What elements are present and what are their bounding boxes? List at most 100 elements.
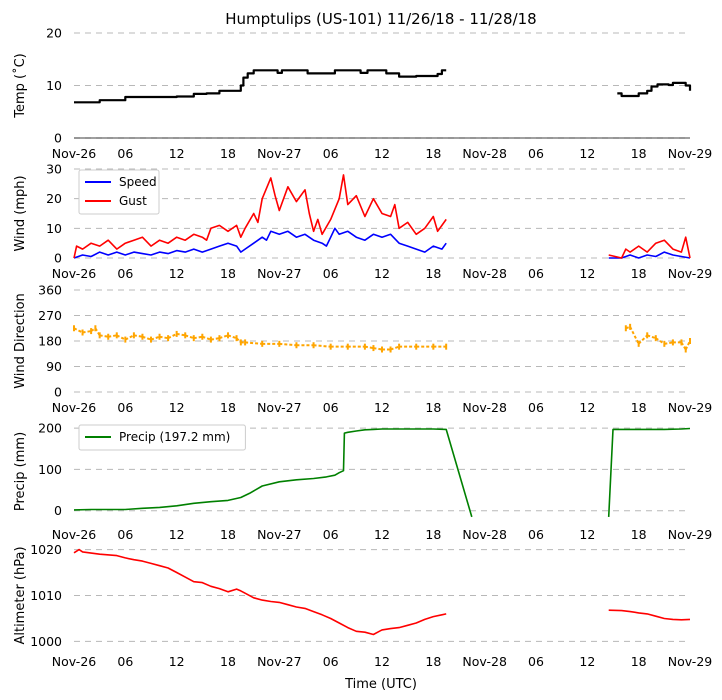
temp-x-tick-label: 12 [374, 146, 390, 161]
temp-x-tick-label: 18 [631, 146, 647, 161]
altimeter-x-tick-label: 06 [323, 654, 339, 669]
wind-y-tick-label: 20 [46, 191, 62, 206]
wdir-point-run [193, 335, 203, 340]
wdir-x-tick-label: 12 [169, 400, 185, 415]
wind-x-tick-label: 12 [374, 266, 390, 281]
wdir-point-run [124, 334, 135, 341]
precip-y-axis-label: Precip (mm) [13, 432, 28, 511]
altimeter-y-tick-label: 1020 [30, 542, 62, 557]
altimeter-x-tick-label: 12 [169, 654, 185, 669]
wdir-point-run [176, 332, 186, 337]
wdir-x-tick-label: 06 [117, 400, 133, 415]
temp-x-tick-label: 18 [220, 146, 236, 161]
wdir-point-run [390, 345, 400, 351]
wdir-point-run [90, 327, 96, 332]
wdir-y-tick-label: 90 [46, 359, 62, 374]
precip-legend-label: Precip (197.2 mm) [119, 430, 230, 444]
panel-wind: 0 10 20 30 Wind (mph) Nov-26 06 12 18 Nov-27 06 12 1… [13, 162, 712, 282]
altimeter-x-tick-label: Nov-26 [52, 654, 97, 669]
precip-series-precip-197-2-mm--line [73, 428, 473, 518]
wind-y-tick-label: 10 [46, 221, 62, 236]
precip-x-tick-label: Nov-28 [462, 527, 507, 542]
precip-series-precip-197-2-mm--line [607, 427, 691, 517]
altimeter-x-tick-label: Nov-27 [257, 654, 301, 669]
temp-y-tick-label: 0 [54, 131, 62, 146]
temp-x-tick-label: 06 [323, 146, 339, 161]
temp-x-tick-label: Nov-26 [52, 146, 97, 161]
wind-series-gust-line [73, 174, 447, 259]
wind-x-tick-label: 18 [220, 266, 236, 281]
precip-x-tick-label: 12 [169, 527, 185, 542]
wdir-x-tick-label: 18 [425, 400, 441, 415]
wind-y-axis-label: Wind (mph) [13, 175, 28, 251]
wdir-point-run [99, 334, 109, 338]
altimeter-x-tick-label: Nov-29 [668, 654, 713, 669]
wdir-point-run [159, 335, 169, 340]
wind-x-tick-label: 12 [579, 266, 595, 281]
wdir-point-run [625, 325, 631, 330]
precip-legend: Precip (197.2 mm) [78, 424, 246, 451]
wdir-point-run [210, 337, 220, 341]
precip-x-tick-label: Nov-29 [668, 527, 713, 542]
wdir-x-tick-label: Nov-26 [52, 400, 97, 415]
wind-x-tick-label: 06 [528, 266, 544, 281]
wdir-point-run [655, 337, 665, 345]
wdir-y-tick-label: 0 [54, 385, 62, 400]
temp-x-tick-label: 18 [425, 146, 441, 161]
wdir-point-run [664, 341, 674, 345]
altimeter-x-tick-label: 12 [374, 654, 390, 669]
precip-x-tick-label: 18 [220, 527, 236, 542]
wdir-point-run [313, 344, 331, 348]
precip-x-tick-label: Nov-26 [52, 527, 97, 542]
altimeter-x-tick-label: 18 [220, 654, 236, 669]
wind-x-tick-label: Nov-26 [52, 266, 97, 281]
wdir-y-tick-label: 360 [38, 283, 62, 298]
wdir-point-run [184, 334, 195, 340]
wdir-point-run [637, 334, 648, 345]
altimeter-y-axis-label: Altimeter (hPa) [13, 546, 28, 644]
panel-temp: 0 10 20 Temp (˚C) Nov-26 06 12 18 Nov-27 06 12 18 No… [12, 26, 712, 162]
precip-x-tick-label: 18 [631, 527, 647, 542]
wind-x-tick-label: 06 [323, 266, 339, 281]
temp-x-tick-label: Nov-27 [257, 146, 301, 161]
wdir-y-tick-label: 180 [38, 334, 62, 349]
temp-x-tick-label: 12 [169, 146, 185, 161]
wdir-x-tick-label: 06 [528, 400, 544, 415]
altimeter-x-tick-label: 06 [528, 654, 544, 669]
wdir-y-axis-label: Wind Direction [13, 293, 28, 389]
precip-y-tick-label: 0 [54, 503, 62, 518]
wdir-x-tick-label: 18 [631, 400, 647, 415]
wdir-point-run [133, 334, 143, 338]
altimeter-y-tick-label: 1010 [30, 588, 62, 603]
wdir-x-tick-label: Nov-27 [257, 400, 301, 415]
precip-y-tick-label: 100 [38, 462, 62, 477]
wind-x-tick-label: Nov-28 [462, 266, 507, 281]
wdir-point-run [219, 334, 229, 340]
temp-x-tick-label: Nov-29 [668, 146, 713, 161]
wdir-x-tick-label: Nov-29 [668, 400, 713, 415]
precip-x-tick-label: 06 [528, 527, 544, 542]
precip-x-tick-label: 12 [579, 527, 595, 542]
panel-wdir: 0 90 180 270 360 Wind Direction Nov-26 06 12 18 No… [13, 283, 712, 416]
wdir-point-run [629, 326, 640, 345]
wdir-point [445, 343, 448, 350]
precip-x-tick-label: Nov-27 [257, 527, 301, 542]
temp-x-tick-label: 12 [579, 146, 595, 161]
wind-legend-label: Gust [119, 194, 147, 208]
wdir-x-tick-label: 18 [220, 400, 236, 415]
temp-y-tick-label: 10 [46, 78, 62, 93]
wdir-point-run [108, 334, 117, 338]
wdir-point-run [373, 347, 383, 351]
wdir-point-run [116, 334, 126, 341]
wdir-point-run [73, 327, 84, 334]
wdir-point-run [150, 335, 160, 341]
precip-y-tick-label: 200 [38, 421, 62, 436]
temp-series-temp-line [74, 69, 447, 104]
wdir-x-tick-label: Nov-28 [462, 400, 507, 415]
temp-x-tick-label: 06 [528, 146, 544, 161]
wdir-point-run [142, 335, 152, 341]
wdir-point-run [364, 345, 374, 350]
wind-y-tick-label: 30 [46, 162, 62, 177]
